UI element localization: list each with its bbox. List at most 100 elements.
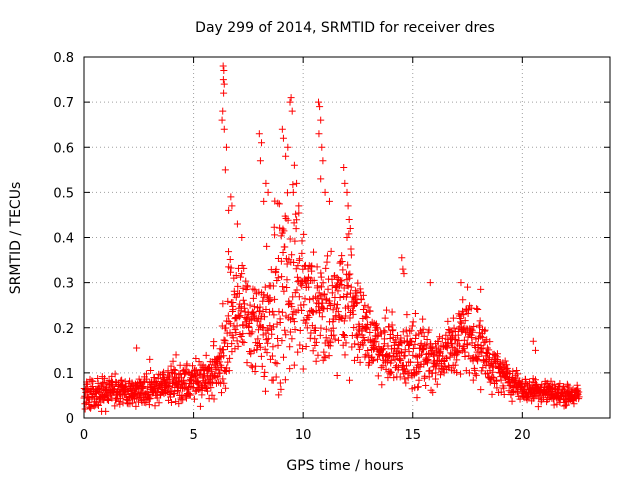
data-point bbox=[381, 328, 389, 336]
data-point bbox=[312, 357, 320, 365]
data-point bbox=[432, 369, 440, 377]
data-point bbox=[322, 295, 330, 303]
data-point bbox=[273, 360, 281, 368]
data-point bbox=[290, 361, 298, 369]
data-point bbox=[352, 292, 360, 300]
data-point bbox=[280, 353, 288, 361]
data-point bbox=[493, 350, 501, 358]
data-point bbox=[302, 319, 310, 327]
data-point bbox=[447, 349, 455, 357]
y-tick-label: 0 bbox=[66, 412, 74, 427]
x-axis-title: GPS time / hours bbox=[286, 458, 403, 474]
data-point bbox=[281, 376, 289, 384]
data-point bbox=[282, 331, 290, 339]
data-point bbox=[340, 317, 348, 325]
data-point bbox=[476, 317, 484, 325]
data-point bbox=[108, 380, 116, 388]
y-tick-label: 0.7 bbox=[53, 96, 74, 111]
data-point bbox=[102, 407, 110, 415]
data-point bbox=[386, 352, 394, 360]
data-point bbox=[190, 395, 198, 403]
data-point bbox=[449, 332, 457, 340]
data-point bbox=[287, 94, 295, 102]
data-point bbox=[437, 371, 445, 379]
data-point bbox=[503, 361, 511, 369]
data-point bbox=[481, 327, 489, 335]
data-point bbox=[443, 354, 451, 362]
data-point bbox=[484, 355, 492, 363]
data-point bbox=[362, 351, 370, 359]
data-point bbox=[425, 373, 433, 381]
data-point bbox=[513, 367, 521, 375]
data-point bbox=[253, 346, 261, 354]
data-point bbox=[270, 311, 278, 319]
data-point bbox=[497, 376, 505, 384]
data-point bbox=[388, 308, 396, 316]
data-point bbox=[458, 319, 466, 327]
data-point bbox=[359, 305, 367, 313]
data-point bbox=[298, 249, 306, 257]
data-point bbox=[219, 346, 227, 354]
data-point bbox=[355, 345, 363, 353]
data-point bbox=[316, 103, 324, 111]
data-point bbox=[307, 263, 315, 271]
data-point bbox=[363, 325, 371, 333]
data-point bbox=[418, 329, 426, 337]
data-point bbox=[338, 277, 346, 285]
y-tick-label: 0.5 bbox=[53, 186, 74, 201]
data-point bbox=[342, 312, 350, 320]
data-point bbox=[439, 352, 447, 360]
data-point bbox=[222, 384, 230, 392]
data-point bbox=[154, 375, 162, 383]
data-point bbox=[299, 365, 307, 373]
data-point bbox=[344, 261, 352, 269]
data-point bbox=[301, 295, 309, 303]
data-point bbox=[419, 346, 427, 354]
data-point bbox=[219, 62, 227, 70]
data-point bbox=[279, 225, 287, 233]
data-point bbox=[443, 344, 451, 352]
data-point bbox=[252, 362, 260, 370]
data-point bbox=[163, 381, 171, 389]
x-tick-label: 0 bbox=[80, 428, 88, 443]
data-point bbox=[169, 357, 177, 365]
data-point bbox=[101, 374, 109, 382]
data-point bbox=[477, 386, 485, 394]
data-point bbox=[229, 298, 237, 306]
data-point bbox=[167, 362, 175, 370]
data-point bbox=[229, 334, 237, 342]
data-point bbox=[300, 301, 308, 309]
data-point bbox=[333, 371, 341, 379]
data-point bbox=[317, 283, 325, 291]
data-point bbox=[295, 202, 303, 210]
data-point bbox=[301, 262, 309, 270]
data-point bbox=[288, 251, 296, 259]
data-point bbox=[278, 337, 286, 345]
data-point bbox=[317, 324, 325, 332]
data-point bbox=[385, 323, 393, 331]
data-point bbox=[219, 375, 227, 383]
data-point bbox=[262, 179, 270, 187]
data-point bbox=[452, 336, 460, 344]
data-point bbox=[330, 331, 338, 339]
data-point bbox=[483, 336, 491, 344]
data-point bbox=[326, 339, 334, 347]
data-point bbox=[271, 359, 279, 367]
data-point bbox=[200, 370, 208, 378]
data-point bbox=[353, 333, 361, 341]
data-point bbox=[333, 283, 341, 291]
data-point bbox=[280, 287, 288, 295]
data-point bbox=[401, 352, 409, 360]
data-point bbox=[402, 379, 410, 387]
data-point bbox=[328, 289, 336, 297]
data-point bbox=[471, 370, 479, 378]
data-point bbox=[479, 333, 487, 341]
data-point bbox=[380, 327, 388, 335]
data-point bbox=[288, 335, 296, 343]
data-point bbox=[500, 384, 508, 392]
data-point bbox=[186, 391, 194, 399]
data-point bbox=[420, 332, 428, 340]
data-point bbox=[269, 282, 277, 290]
data-point bbox=[275, 391, 283, 399]
data-point bbox=[399, 328, 407, 336]
